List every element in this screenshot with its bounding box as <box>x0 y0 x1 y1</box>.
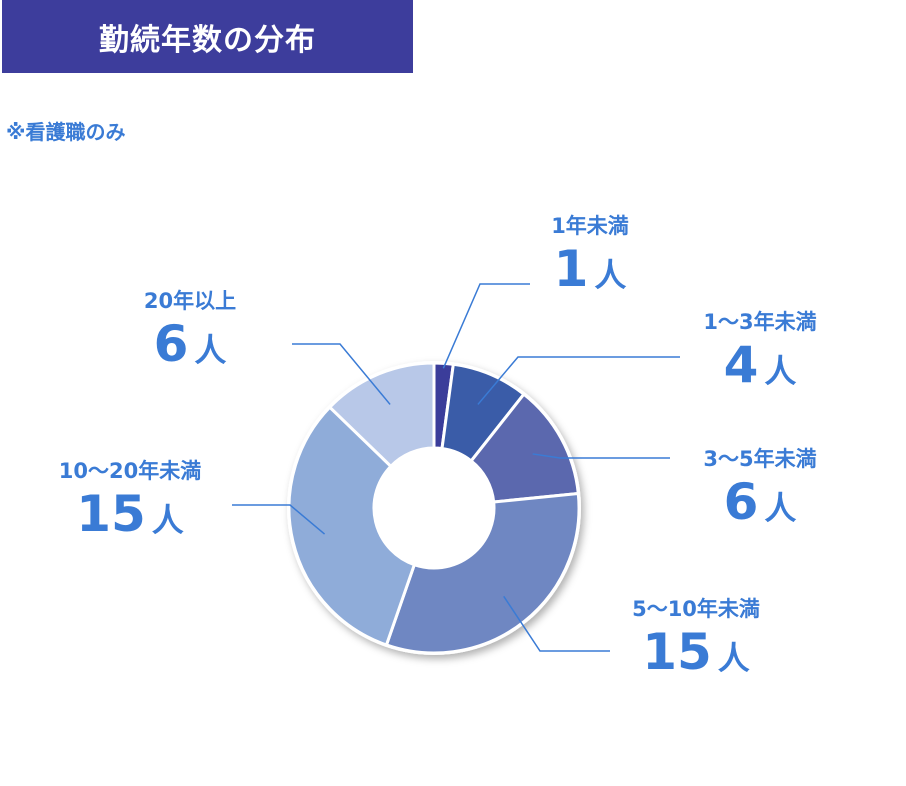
data-label-4: 10〜20年未満 15 人 <box>58 459 202 543</box>
leader-line-5 <box>292 343 391 405</box>
leader-line-0 <box>442 283 530 369</box>
data-label-1: 1〜3年未満 4 人 <box>703 310 817 394</box>
donut-slice-5 <box>327 361 436 469</box>
data-label-3: 5〜10年未満 15 人 <box>632 597 760 681</box>
donut-slice-3 <box>384 491 581 655</box>
leader-line-1 <box>477 356 680 405</box>
data-label-2: 3〜5年未満 6 人 <box>703 447 817 531</box>
leader-line-4 <box>232 504 326 535</box>
data-label-5: 20年以上 6 人 <box>143 289 237 373</box>
leader-line-2 <box>532 453 670 459</box>
note-text: ※看護職のみ <box>6 120 126 144</box>
data-label-0: 1年未満 1 人 <box>551 214 629 298</box>
leader-line-3 <box>503 595 610 652</box>
page-title: 勤続年数の分布 <box>2 0 413 73</box>
donut-slice-4 <box>287 405 417 647</box>
